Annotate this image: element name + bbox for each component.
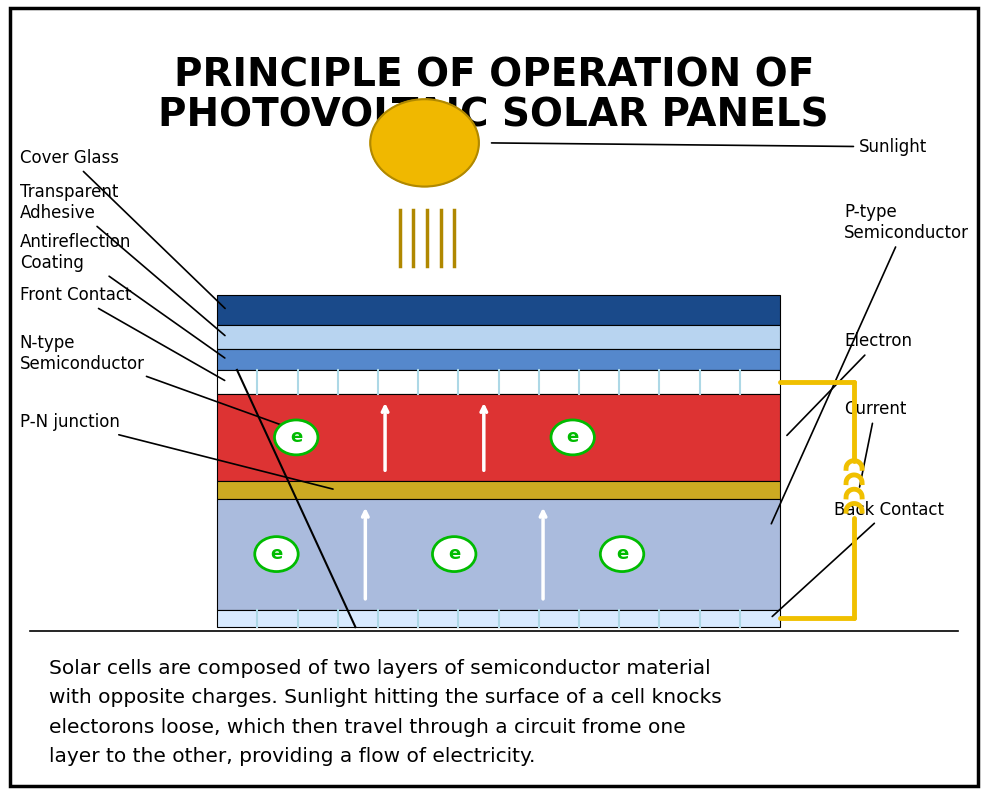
Circle shape [432, 536, 476, 571]
Text: PHOTOVOLTAIC SOLAR PANELS: PHOTOVOLTAIC SOLAR PANELS [158, 96, 829, 134]
Bar [217, 610, 780, 627]
Text: Transparent
Adhesive: Transparent Adhesive [20, 183, 225, 336]
Bar [217, 296, 780, 325]
Text: Current: Current [844, 400, 907, 487]
Text: P-N junction: P-N junction [20, 414, 333, 489]
Text: N-type
Semiconductor: N-type Semiconductor [20, 334, 313, 437]
Text: Solar cells are composed of two layers of semiconductor material
with opposite c: Solar cells are composed of two layers o… [49, 659, 722, 767]
Text: Front Contact: Front Contact [20, 286, 225, 380]
Text: PRINCIPLE OF OPERATION OF: PRINCIPLE OF OPERATION OF [174, 57, 814, 94]
Text: Sunlight: Sunlight [492, 138, 927, 156]
Text: Back Contact: Back Contact [772, 501, 944, 617]
Bar [217, 349, 780, 370]
Text: e: e [270, 545, 283, 563]
Circle shape [255, 536, 298, 571]
Circle shape [370, 100, 479, 186]
Text: e: e [448, 545, 460, 563]
Text: e: e [290, 429, 302, 446]
Text: Cover Glass: Cover Glass [20, 149, 225, 308]
Text: Antireflection
Coating: Antireflection Coating [20, 233, 225, 358]
Circle shape [551, 420, 594, 455]
Bar [217, 394, 780, 481]
Bar [217, 325, 780, 349]
Bar [217, 481, 780, 499]
Text: Electron: Electron [787, 332, 912, 435]
Bar [217, 370, 780, 394]
Text: e: e [567, 429, 579, 446]
Bar [217, 499, 780, 610]
Circle shape [274, 420, 318, 455]
Text: e: e [616, 545, 628, 563]
Text: P-type
Semiconductor: P-type Semiconductor [771, 203, 969, 524]
Circle shape [600, 536, 644, 571]
